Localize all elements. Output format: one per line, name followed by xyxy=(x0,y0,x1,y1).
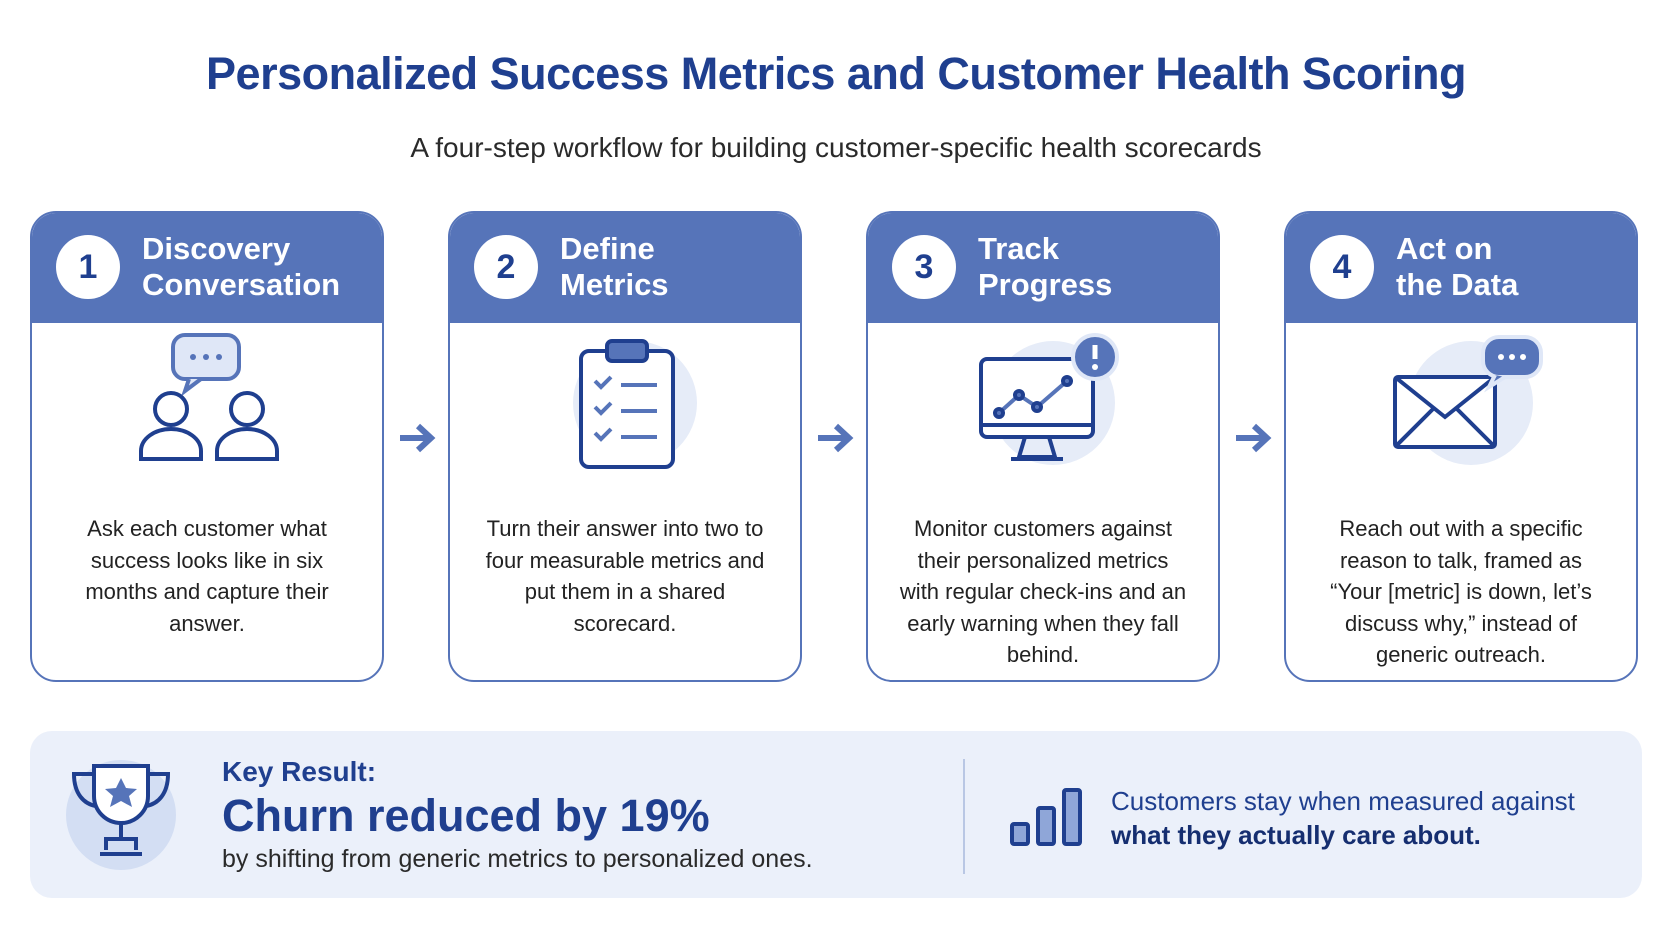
arrow xyxy=(1236,423,1272,453)
trophy-icon xyxy=(66,760,176,870)
step-number: 2 xyxy=(474,235,538,299)
step-card: 2 Define Metrics Turn their answer into t… xyxy=(448,211,802,682)
step-title-line: Define xyxy=(560,231,655,266)
clipboard-icon xyxy=(573,339,697,469)
key-result-text: by shifting from generic metrics to pers… xyxy=(222,845,813,873)
step-title: Act on the Data xyxy=(1396,231,1518,303)
step-description: Ask each customer what success looks lik… xyxy=(85,516,329,636)
title: Personalized Success Metrics and Custome… xyxy=(206,48,1466,99)
key-result-headline: Churn reduced by 19% xyxy=(222,790,710,841)
note-text: Customers stay when measured against xyxy=(1111,786,1575,816)
step-title-line: Conversation xyxy=(142,267,341,302)
step-description: Turn their answer into two to four measu… xyxy=(485,516,765,636)
arrow xyxy=(818,423,854,453)
people-icon xyxy=(139,333,279,461)
step-title-line: Progress xyxy=(978,267,1113,302)
monitor-icon xyxy=(979,333,1119,465)
step-description: Monitor customers against their personal… xyxy=(899,516,1187,667)
step-title-line: Act on xyxy=(1396,231,1493,266)
step-number: 4 xyxy=(1310,235,1374,299)
step-title-line: Discovery xyxy=(142,231,291,266)
key-result-box xyxy=(30,731,1642,898)
step-title: Discovery Conversation xyxy=(142,231,340,303)
step-description: Reach out with a specific reason to talk… xyxy=(1330,516,1592,667)
step-title-line: Metrics xyxy=(560,267,669,302)
step-card: 3 Track Progress Monitor customers agains… xyxy=(866,211,1220,682)
step-number: 3 xyxy=(892,235,956,299)
step-title: Track Progress xyxy=(978,231,1112,303)
step-card: 4 Act on the Data Reach out with a specif… xyxy=(1284,211,1638,682)
divider xyxy=(963,759,965,874)
mail-icon xyxy=(1393,335,1543,465)
step-title-line: the Data xyxy=(1396,267,1519,302)
key-result-label: Key Result: xyxy=(222,756,377,787)
step-number: 1 xyxy=(56,235,120,299)
subtitle: A four-step workflow for building custom… xyxy=(410,132,1262,163)
bars-icon xyxy=(1010,788,1082,846)
arrow xyxy=(400,423,436,453)
step-card: 1 Discovery Conversation Ask each custome… xyxy=(30,211,384,682)
step-title: Define Metrics xyxy=(560,231,669,303)
step-title-line: Track xyxy=(978,231,1060,266)
note: Customers stay when measured against wha… xyxy=(1111,784,1631,852)
note-emphasis: what they actually care about. xyxy=(1111,820,1481,850)
